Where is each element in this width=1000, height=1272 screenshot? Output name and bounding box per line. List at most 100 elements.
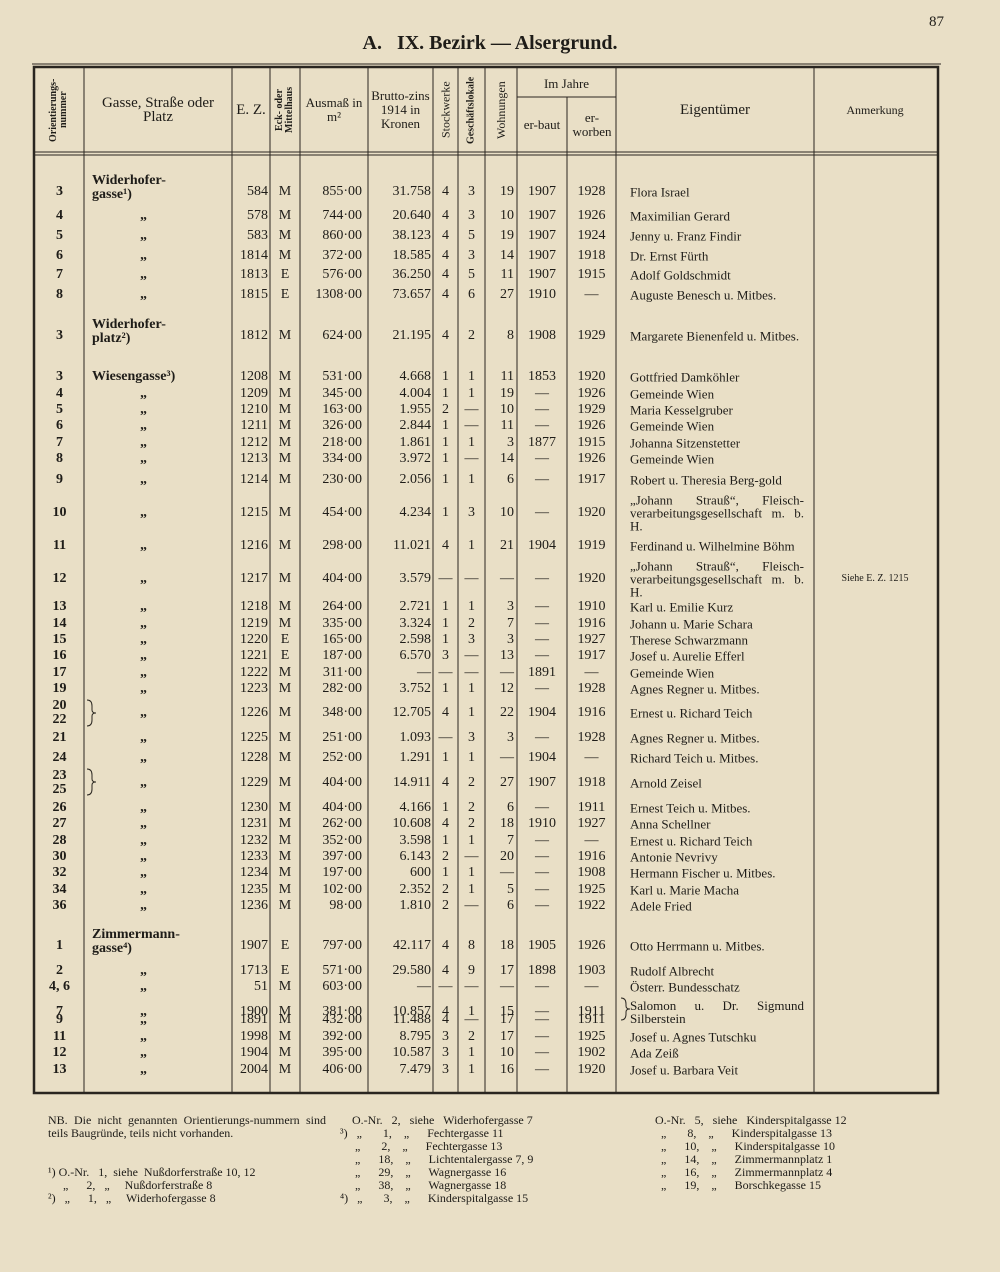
cell-wohn: — — [500, 750, 514, 765]
header-owner: Eigentümer — [680, 102, 750, 118]
header-street: Gasse, Straße oder Platz — [101, 95, 215, 125]
cell-mark: M — [278, 882, 292, 897]
cell-erbaut: 1907 — [528, 208, 556, 223]
cell-ez: 1223 — [240, 681, 268, 696]
cell-stock: 4 — [442, 963, 449, 978]
cell-ez: 578 — [247, 208, 268, 223]
cell-wohn: 20 — [500, 849, 514, 864]
cell-wohn: 6 — [507, 800, 514, 815]
cell-ez: 1219 — [240, 616, 268, 631]
cell-area: 797·00 — [322, 938, 362, 953]
cell-gesch: 3 — [468, 730, 475, 745]
cell-gesch: 2 — [468, 816, 475, 831]
cell-ez: 1215 — [240, 505, 268, 520]
cell-wohn: 6 — [507, 898, 514, 913]
cell-erworben: — — [584, 750, 599, 765]
cell-gesch: 1 — [468, 435, 475, 450]
header-zins: Brutto-zins 1914 in Kronen — [371, 88, 430, 131]
cell-owner: Josef u. Barbara Veit — [630, 1062, 739, 1078]
cell-wohn: — — [500, 979, 514, 994]
cell-erworben: 1926 — [577, 418, 606, 433]
header-stock: Stockwerke — [438, 81, 453, 139]
cell-owner: Arnold Zeisel — [630, 775, 702, 791]
cell-area: 218·00 — [322, 435, 362, 450]
cell-erworben: 1920 — [577, 369, 606, 384]
cell-erworben: — — [584, 287, 599, 302]
cell-mark: E — [280, 648, 290, 663]
cell-owner: Gemeinde Wien — [630, 665, 715, 681]
cell-mark: E — [280, 267, 290, 282]
cell-street: „ — [140, 705, 147, 720]
cell-owner: Otto Herrmann u. Mitbes. — [630, 938, 765, 954]
cell-mark: M — [278, 775, 292, 790]
cell-mark: M — [278, 451, 292, 466]
cell-ez: 1213 — [240, 451, 268, 466]
cell-street: „ — [140, 472, 147, 487]
cell-street: „ — [140, 402, 147, 417]
cell-erworben: 1925 — [577, 1029, 606, 1044]
cell-mark: M — [278, 616, 292, 631]
cell-street: „ — [140, 632, 147, 647]
cell-owner: Margarete Bienenfeld u. Mitbes. — [630, 328, 800, 344]
cell-wohn: 3 — [507, 632, 514, 647]
cell-nr: 6 — [56, 418, 63, 433]
cell-street: „ — [140, 750, 147, 765]
cell-owner: Adolf Goldschmidt — [630, 267, 731, 283]
cell-mark: M — [278, 1062, 292, 1077]
cell-owner: Gemeinde Wien — [630, 451, 715, 467]
cell-stock: 1 — [442, 681, 449, 696]
cell-mark: E — [280, 963, 290, 978]
cell-erworben: 1922 — [577, 898, 606, 913]
cell-stock: 4 — [442, 287, 449, 302]
cell-street: „ — [140, 538, 147, 553]
cell-owner: Rudolf Albrecht — [630, 963, 715, 979]
cell-gesch: 1 — [468, 599, 475, 614]
cell-owner: Hermann Fischer u. Mitbes. — [630, 865, 776, 881]
cell-zins: 18.585 — [392, 248, 432, 263]
cell-wohn: 27 — [500, 287, 514, 302]
cell-nr: 32 — [52, 865, 67, 880]
cell-zins: 21.195 — [392, 328, 432, 343]
cell-wohn: 5 — [507, 882, 514, 897]
cell-stock: 3 — [442, 648, 449, 663]
footnote-line: „ 2, „ Fechtergasse 13 — [340, 1139, 503, 1153]
cell-street: „ — [140, 1045, 147, 1060]
cell-erbaut: — — [535, 1029, 549, 1044]
cell-stock: 1 — [442, 386, 449, 401]
cell-gesch: — — [464, 898, 479, 913]
cell-wohn: — — [500, 865, 514, 880]
cell-ez: 1214 — [240, 472, 268, 487]
cell-nr: 12 — [52, 571, 67, 586]
cell-zins: 2.844 — [399, 418, 432, 433]
cell-mark: E — [280, 287, 290, 302]
cell-owner: Gemeinde Wien — [630, 418, 715, 434]
cell-ez: 1891 — [240, 1012, 268, 1027]
cell-wohn: 17 — [500, 963, 514, 978]
cell-erbaut: 1910 — [528, 287, 556, 302]
cell-erbaut: 1891 — [528, 665, 556, 680]
cell-ez: 1713 — [240, 963, 268, 978]
cell-wohn: — — [500, 571, 514, 586]
header-wohn: Wohnungen — [494, 81, 508, 139]
cell-area: 165·00 — [322, 632, 362, 647]
cell-zins: 1.861 — [399, 435, 432, 450]
cell-zins: 3.752 — [399, 681, 432, 696]
cell-mark: M — [278, 435, 292, 450]
cell-ez: 1225 — [240, 730, 268, 745]
cell-zins: 2.598 — [399, 632, 432, 647]
cell-erbaut: 1907 — [528, 267, 556, 282]
cell-area: 352·00 — [322, 833, 362, 848]
cell-erworben: 1911 — [577, 1004, 606, 1019]
cell-wohn: 3 — [507, 730, 514, 745]
cell-gesch: 8 — [468, 938, 475, 953]
cell-erbaut: — — [535, 800, 549, 815]
cell-mark: M — [278, 849, 292, 864]
cell-nr: 8 — [56, 451, 63, 466]
cell-gesch: — — [464, 402, 479, 417]
cell-erworben: 1924 — [577, 228, 606, 243]
cell-gesch: 6 — [468, 287, 475, 302]
cell-ez: 1812 — [240, 328, 268, 343]
cell-erworben: 1920 — [577, 1062, 606, 1077]
cell-wohn: 19 — [500, 184, 514, 199]
cell-mark: M — [278, 472, 292, 487]
